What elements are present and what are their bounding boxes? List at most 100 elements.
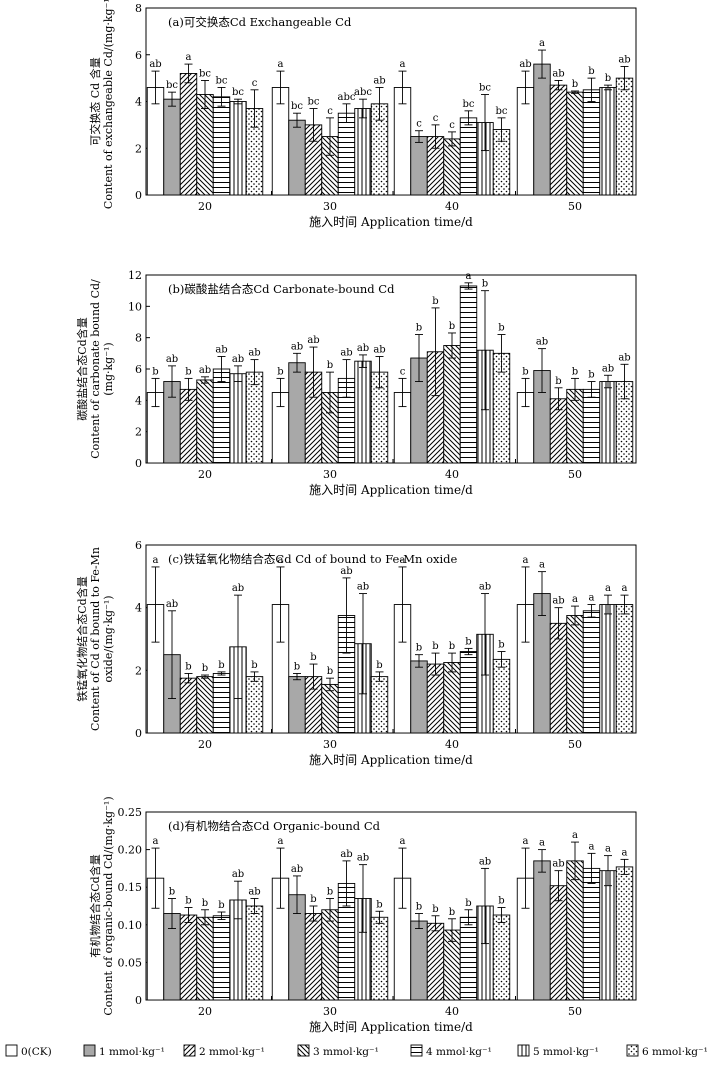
significance-label: ab xyxy=(479,582,491,593)
legend-label: 4 mmol·kg⁻¹ xyxy=(426,1046,492,1058)
x-tick-label: 30 xyxy=(323,468,337,481)
significance-label: b xyxy=(465,636,471,647)
panel-title: (a)可交换态Cd Exchangeable Cd xyxy=(168,15,352,29)
bar xyxy=(410,660,428,734)
significance-label: ab xyxy=(232,869,244,880)
significance-label: b xyxy=(465,898,471,909)
significance-label: ab xyxy=(248,348,260,359)
y-tick-label: 0 xyxy=(135,727,142,740)
legend-swatch xyxy=(83,1044,96,1057)
y-axis-label: (mg·kg⁻¹) xyxy=(102,342,115,395)
x-tick-label: 30 xyxy=(323,1005,337,1018)
y-tick-label: 0.20 xyxy=(118,844,143,857)
significance-label: a xyxy=(278,555,284,566)
bar xyxy=(196,94,214,196)
legend-label: 5 mmol·kg⁻¹ xyxy=(533,1046,599,1058)
significance-label: ab xyxy=(479,856,491,867)
panel-title: (b)碳酸盐结合态Cd Carbonate-bound Cd xyxy=(168,282,395,296)
bar xyxy=(582,89,601,196)
significance-label: a xyxy=(539,838,545,849)
bar xyxy=(443,662,461,734)
significance-label: b xyxy=(449,641,455,652)
bar xyxy=(212,368,231,464)
significance-label: bc xyxy=(462,99,474,110)
bar xyxy=(410,136,428,196)
significance-label: c xyxy=(449,120,455,131)
bar xyxy=(179,914,198,1001)
significance-label: a xyxy=(605,844,611,855)
x-tick-label: 20 xyxy=(198,200,212,213)
legend-label: 1 mmol·kg⁻¹ xyxy=(99,1046,165,1058)
significance-label: bc xyxy=(495,106,507,117)
y-tick-label: 2 xyxy=(135,426,142,439)
bar xyxy=(321,909,339,1001)
significance-label: b xyxy=(588,370,594,381)
bar xyxy=(566,860,584,1001)
bar xyxy=(492,658,511,734)
bar xyxy=(288,676,306,734)
significance-label: b xyxy=(449,907,455,918)
bar xyxy=(599,87,617,196)
significance-label: b xyxy=(185,896,191,907)
significance-label: a xyxy=(400,555,406,566)
significance-label: b xyxy=(498,323,504,334)
significance-label: b xyxy=(169,886,175,897)
y-tick-label: 0 xyxy=(135,994,142,1007)
significance-label: ab xyxy=(357,343,369,354)
significance-label: ab xyxy=(373,344,385,355)
significance-label: b xyxy=(416,323,422,334)
y-axis-label: Content of carbonate bound Cd/ xyxy=(89,279,102,459)
significance-label: ab xyxy=(232,354,244,365)
bar xyxy=(196,676,214,734)
bar xyxy=(615,866,634,1001)
legend-item: 4 mmol·kg⁻¹ xyxy=(410,1044,492,1058)
bar xyxy=(549,84,568,196)
x-axis-label: 施入时间 Application time/d xyxy=(309,1020,473,1034)
y-tick-label: 10 xyxy=(128,300,142,313)
significance-label: a xyxy=(622,847,628,858)
bar xyxy=(443,345,461,464)
legend-item: 5 mmol·kg⁻¹ xyxy=(517,1044,599,1058)
significance-label: ab xyxy=(552,859,564,870)
significance-label: a xyxy=(523,555,529,566)
significance-label: a xyxy=(466,271,472,282)
legend-label: 3 mmol·kg⁻¹ xyxy=(313,1046,379,1058)
y-tick-label: 0.05 xyxy=(118,956,143,969)
y-tick-label: 12 xyxy=(128,269,142,282)
y-axis-label: 有机物结合态Cd含量 xyxy=(88,854,102,957)
significance-label: a xyxy=(153,836,159,847)
significance-label: b xyxy=(572,79,578,90)
significance-label: c xyxy=(433,113,439,124)
significance-label: ab xyxy=(357,853,369,864)
x-tick-label: 40 xyxy=(445,1005,459,1018)
significance-label: b xyxy=(449,321,455,332)
significance-label: bc xyxy=(199,68,211,79)
significance-label: ab xyxy=(291,341,303,352)
significance-label: b xyxy=(376,899,382,910)
significance-label: ab xyxy=(340,849,352,860)
significance-label: bc xyxy=(479,82,491,93)
significance-label: ab xyxy=(199,365,211,376)
bar xyxy=(354,360,372,464)
bar xyxy=(566,615,584,734)
plot-frame xyxy=(145,811,637,1001)
significance-label: b xyxy=(202,898,208,909)
bar xyxy=(212,96,231,196)
significance-label: c xyxy=(327,106,333,117)
significance-label: b xyxy=(277,366,283,377)
legend-swatch xyxy=(626,1044,639,1057)
significance-label: a xyxy=(278,836,284,847)
significance-label: ab xyxy=(149,59,161,70)
legend-label: 0(CK) xyxy=(21,1046,52,1058)
legend-swatch xyxy=(517,1044,530,1057)
significance-label: b xyxy=(185,366,191,377)
significance-label: a xyxy=(589,593,595,604)
bar xyxy=(459,651,478,734)
y-tick-label: 4 xyxy=(135,394,142,407)
bar xyxy=(410,920,428,1001)
significance-label: bc xyxy=(166,80,178,91)
significance-label: b xyxy=(218,660,224,671)
significance-label: ab xyxy=(215,344,227,355)
bar xyxy=(492,914,511,1001)
